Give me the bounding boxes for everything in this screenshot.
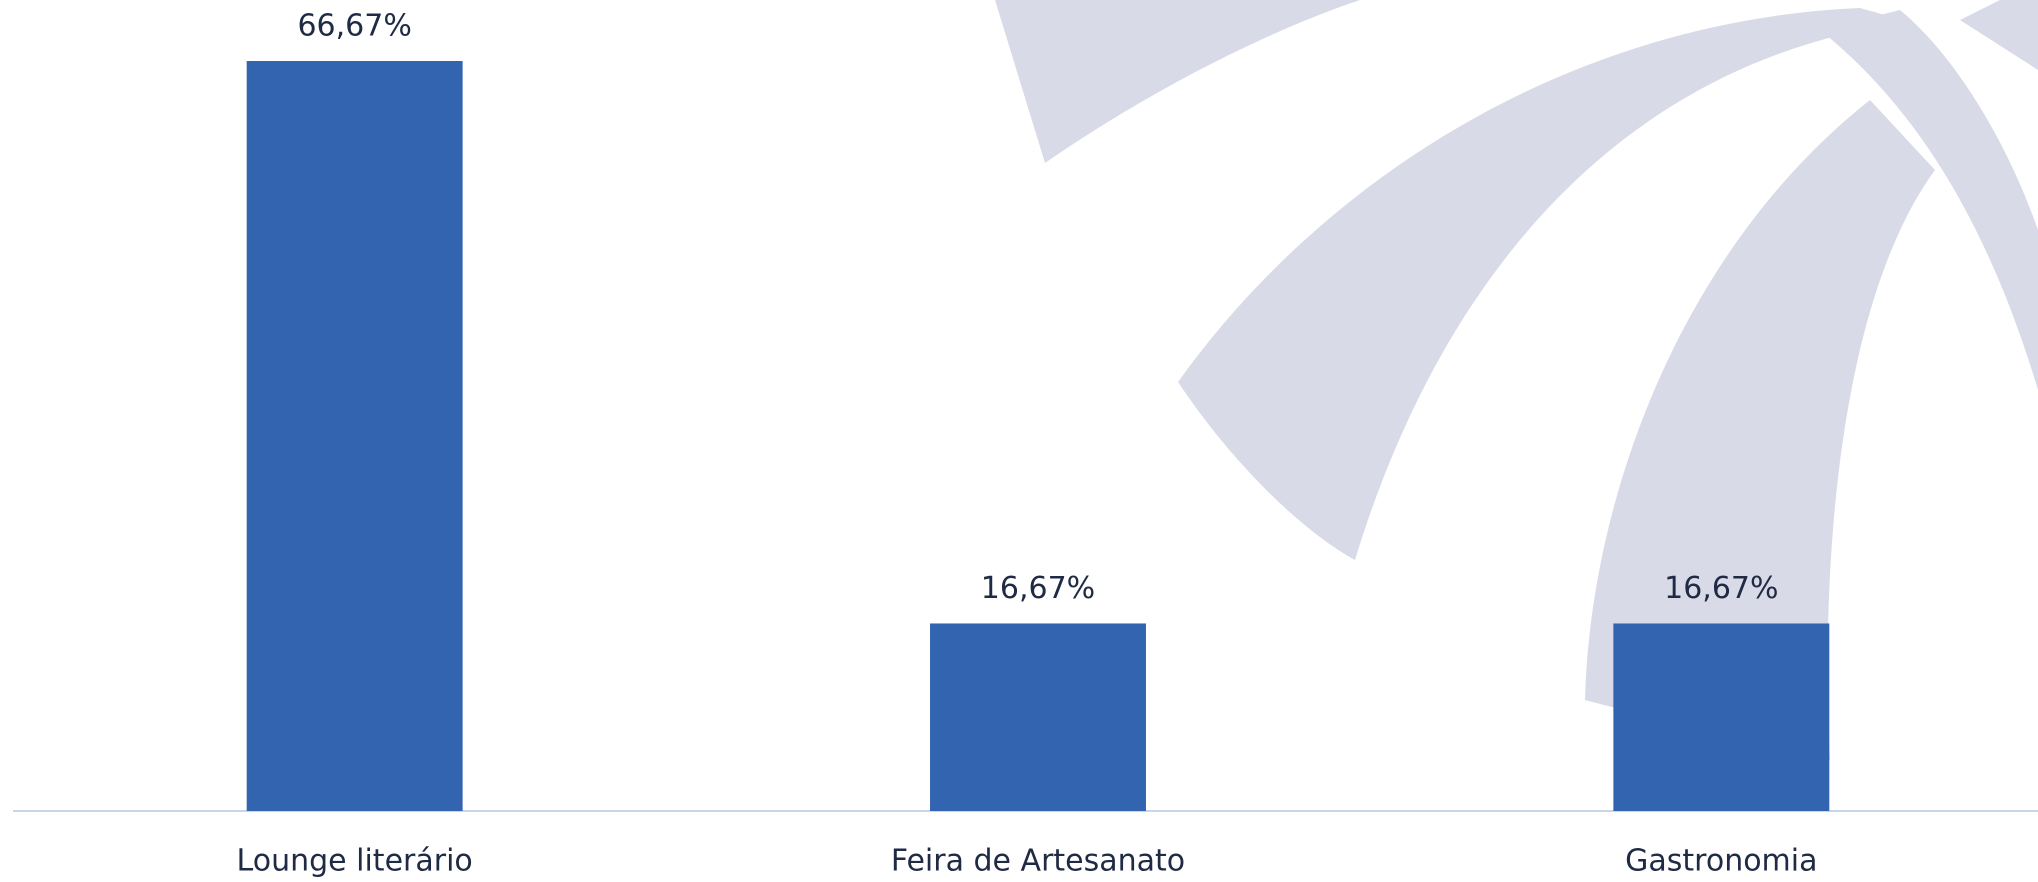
data-label: 16,67% — [981, 571, 1095, 606]
x-tick-label: Lounge literário — [237, 844, 473, 879]
watermark-shape — [1960, 0, 2038, 70]
watermark — [995, 0, 2038, 760]
bar — [1613, 623, 1830, 811]
data-label: 66,67% — [297, 9, 411, 44]
data-label: 16,67% — [1664, 571, 1778, 606]
x-tick-label: Feira de Artesanato — [891, 844, 1185, 879]
bar — [930, 623, 1146, 811]
watermark-shape — [1820, 10, 2038, 390]
bar — [246, 61, 463, 811]
watermark-shape — [995, 0, 1360, 163]
x-tick-label: Gastronomia — [1625, 844, 1817, 879]
watermark-shape — [1178, 8, 1910, 560]
watermark-shape — [1585, 100, 1935, 760]
